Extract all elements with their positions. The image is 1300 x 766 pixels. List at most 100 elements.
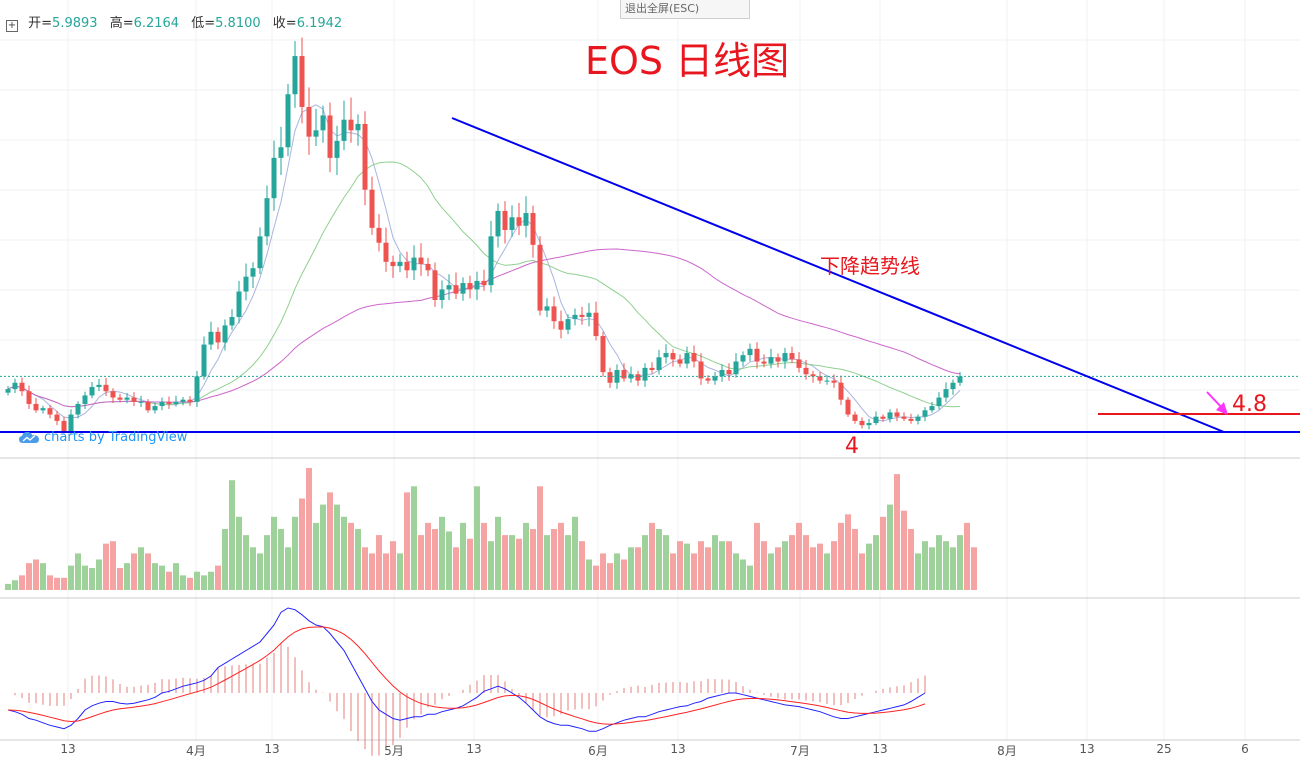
volume-bar [96,559,102,590]
volume-bar [698,541,704,590]
volume-bar [642,535,648,590]
volume-bar [376,535,382,590]
volume-bar [607,563,613,590]
volume-bar [397,553,403,590]
candle-body [852,414,858,421]
volume-bar [726,541,732,590]
candle-body [586,312,592,317]
candle-body [362,123,368,190]
candle-body [264,198,270,237]
candle-body [68,414,74,432]
volume-bar [733,553,739,590]
volume-bar [516,538,522,590]
candle-body [887,412,893,419]
volume-bar [362,547,368,590]
candle-body [327,115,333,158]
volume-bar [341,516,347,590]
volume-bar [705,547,711,590]
volume-bar [775,547,781,590]
volume-bar [915,553,921,590]
candle-body [446,285,452,290]
candle-body [159,401,165,407]
volume-bar [390,541,396,590]
volume-bar [40,563,46,590]
candle-body [866,423,872,426]
branding-label: charts by TradingView [44,430,188,445]
x-tick-label: 13 [466,742,482,756]
volume-bar [432,529,438,590]
candle-body [901,416,907,419]
x-tick-label: 7月 [790,744,810,758]
candlestick-series [5,37,963,435]
volume-bar [19,575,25,590]
volume-bar [761,541,767,590]
volume-bar [929,547,935,590]
candle-body [26,391,32,404]
candle-body [957,376,963,383]
candle-body [768,357,774,364]
candle-body [54,414,60,421]
volume-bar [460,522,466,590]
volume-bar [285,547,291,590]
plus-square-icon[interactable]: + [6,20,18,32]
candle-body [705,378,711,381]
candle-body [75,403,81,415]
candle-body [824,380,830,382]
volume-bar [481,522,487,590]
candle-body [677,359,683,364]
x-tick-label: 13 [670,742,686,756]
candle-body [292,56,298,95]
exit-fullscreen-button[interactable]: 退出全屏(ESC) [620,0,750,19]
volume-bar [215,565,221,590]
candle-body [404,261,410,271]
volume-bar [894,474,900,590]
candle-body [320,115,326,131]
volume-bar [327,492,333,590]
x-tick-label: 4月 [186,744,206,758]
volume-bar [754,522,760,590]
candle-body [740,355,746,362]
volume-bar [194,571,200,590]
tradingview-cloud-icon [19,431,39,443]
volume-bar [348,522,354,590]
volume-bar [383,553,389,590]
candle-body [397,261,403,267]
x-tick-label: 8月 [997,744,1017,758]
candle-body [803,367,809,375]
open-value: 5.9893 [52,16,98,31]
candle-body [124,397,130,400]
volume-bar [257,553,263,590]
candle-body [439,289,445,300]
candle-body [82,395,88,404]
volume-bar [117,568,123,590]
x-tick-label: 13 [60,742,76,756]
candle-body [187,399,193,402]
candle-body [250,268,256,277]
volume-bar [593,565,599,590]
candle-body [810,374,816,377]
candle-body [257,236,263,269]
volume-bar [89,568,95,590]
volume-bar [600,553,606,590]
volume-bar [439,516,445,590]
candle-body [908,418,914,421]
x-tick-label: 13 [264,742,280,756]
volume-bar [159,565,165,590]
tradingview-branding[interactable]: charts by TradingView [18,430,187,445]
high-label: 高= [109,16,134,31]
volume-bar [628,547,634,590]
candle-body [698,361,704,379]
volume-bar [572,516,578,590]
candle-body [418,257,424,264]
volume-bar [411,486,417,590]
candle-body [593,312,599,337]
candle-body [194,376,200,402]
volume-bar [54,577,60,590]
volume-bar [635,547,641,590]
volume-bar [908,529,914,590]
volume-bar [824,553,830,590]
candle-body [355,123,361,131]
candle-body [47,408,53,415]
